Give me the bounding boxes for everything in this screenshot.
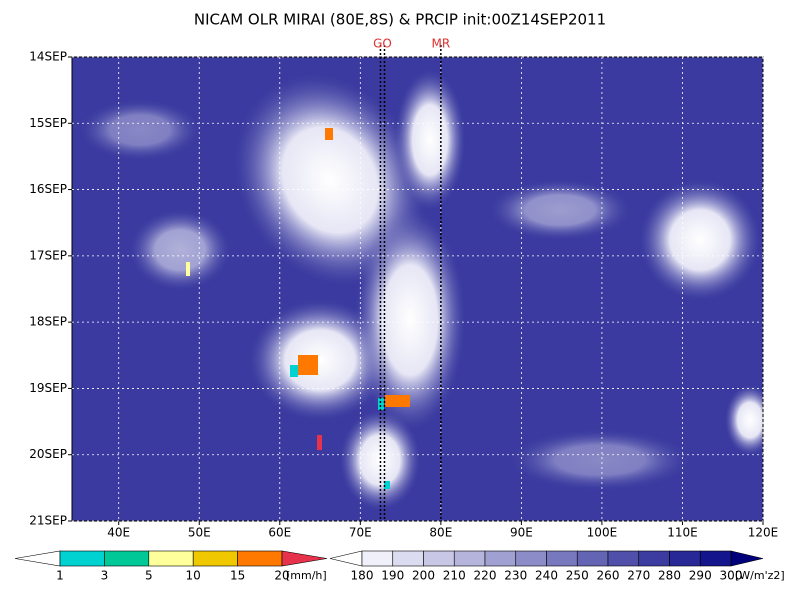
colorbar-label: 290: [689, 569, 712, 583]
marker-label: MR: [432, 37, 451, 51]
colorbar-box: [423, 550, 455, 567]
colorbar-end: [730, 550, 764, 567]
colorbar-box: [453, 550, 486, 567]
colorbar-box: [669, 550, 701, 567]
colorbar-end: [281, 550, 328, 567]
colorbar-label: 190: [381, 569, 404, 583]
y-tick-label: 21SEP: [29, 514, 67, 528]
marker-label: GO: [373, 37, 392, 51]
colorbar-label: 20: [274, 569, 289, 583]
colorbar-box: [104, 550, 150, 567]
colorbar-box: [484, 550, 517, 567]
colorbar-unit: [W/m'z2]: [735, 569, 785, 582]
y-tick-label: 17SEP: [29, 248, 67, 262]
y-tick-label: 16SEP: [29, 182, 67, 196]
x-tick-label: 70E: [349, 526, 372, 540]
y-tick-label: 14SEP: [29, 50, 67, 64]
colorbar-box: [515, 550, 547, 567]
colorbar-label: 180: [351, 569, 374, 583]
x-tick-label: 110E: [667, 526, 698, 540]
colorbar-box: [607, 550, 640, 567]
colorbar-box: [148, 550, 194, 567]
colorbar-label: 300: [720, 569, 743, 583]
x-tick-label: 120E: [748, 526, 779, 540]
colorbar-label: 1: [56, 569, 64, 583]
colorbar-label: 230: [504, 569, 527, 583]
y-tick-label: 19SEP: [29, 381, 67, 395]
colorbar-label: 260: [597, 569, 620, 583]
colorbar-unit: [mm/h]: [286, 569, 327, 582]
colorbar-label: 210: [443, 569, 466, 583]
colorbar-box: [237, 550, 283, 567]
colorbar-box: [361, 550, 394, 567]
colorbar-end: [14, 550, 61, 567]
x-tick-label: 40E: [107, 526, 130, 540]
colorbar-box: [392, 550, 424, 567]
colorbar-box: [59, 550, 105, 567]
colorbar-label: 220: [474, 569, 497, 583]
x-tick-label: 60E: [268, 526, 291, 540]
y-tick-label: 20SEP: [29, 447, 67, 461]
colorbar-box: [192, 550, 238, 567]
x-tick-label: 90E: [510, 526, 533, 540]
colorbar-label: 200: [412, 569, 435, 583]
colorbar-box: [638, 550, 670, 567]
colorbar-end: [329, 550, 363, 567]
colorbar-label: 15: [230, 569, 245, 583]
colorbar-label: 3: [101, 569, 109, 583]
colorbar-box: [546, 550, 578, 567]
chart-title: NICAM OLR MIRAI (80E,8S) & PRCIP init:00…: [194, 11, 606, 29]
colorbar-label: 10: [186, 569, 201, 583]
colorbar-box: [576, 550, 609, 567]
field: [72, 57, 763, 521]
colorbar-label: 5: [145, 569, 153, 583]
x-tick-label: 80E: [429, 526, 452, 540]
colorbar-label: 280: [658, 569, 681, 583]
colorbar-label: 240: [535, 569, 558, 583]
colorbar-label: 270: [627, 569, 650, 583]
y-tick-label: 15SEP: [29, 116, 67, 130]
y-tick-label: 18SEP: [29, 315, 67, 329]
colorbar-label: 250: [566, 569, 589, 583]
colorbar-box: [699, 550, 732, 567]
x-tick-label: 100E: [587, 526, 618, 540]
x-tick-label: 50E: [188, 526, 211, 540]
